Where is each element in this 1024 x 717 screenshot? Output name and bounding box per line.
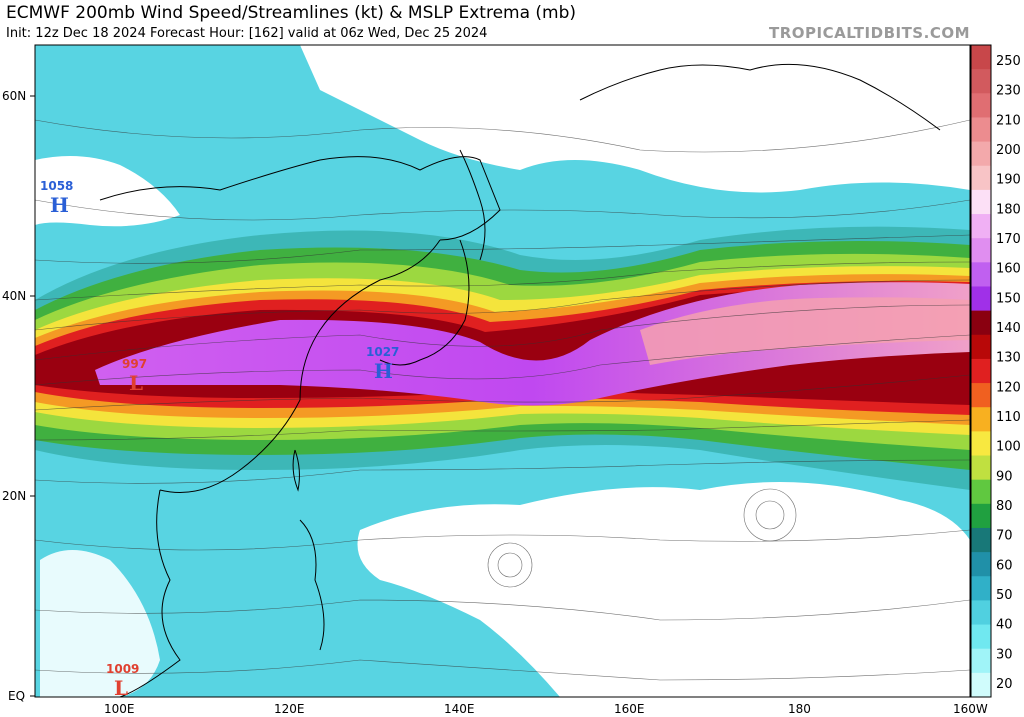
extremum-value: 1027	[366, 345, 399, 359]
colorbar-swatch	[971, 334, 991, 360]
high-pressure-symbol: H	[50, 193, 69, 217]
colorbar-swatch	[971, 117, 991, 143]
wind-speed-colorbar: 250 230 210 200 190 180 170 160 150 140 130 120 110 1…	[970, 44, 1021, 698]
chart-subtitle: Init: 12z Dec 18 2024 Forecast Hour: [16…	[6, 26, 488, 41]
colorbar-swatch	[971, 238, 991, 263]
colorbar-swatch	[971, 576, 991, 601]
colorbar-label: 130	[996, 351, 1021, 366]
colorbar-swatch	[971, 431, 991, 457]
colorbar-label: 40	[996, 618, 1013, 633]
colorbar-label: 90	[996, 469, 1013, 484]
colorbar-swatch	[971, 310, 991, 336]
colorbar-label: 70	[996, 529, 1013, 544]
colorbar-swatch	[971, 527, 991, 553]
colorbar-label: 20	[996, 677, 1013, 692]
colorbar-swatch	[971, 552, 991, 577]
chart-title: ECMWF 200mb Wind Speed/Streamlines (kt) …	[6, 3, 577, 23]
colorbar-label: 60	[996, 558, 1013, 573]
colorbar-swatch	[971, 93, 991, 118]
extremum-value: 1058	[40, 179, 73, 193]
colorbar-label: 110	[996, 410, 1021, 425]
colorbar-swatch	[971, 141, 991, 167]
lon-label-120e: 120E	[274, 702, 305, 716]
colorbar-frame	[970, 44, 992, 698]
colorbar-swatch	[971, 358, 991, 384]
colorbar-swatch	[971, 624, 991, 650]
lon-label-160e: 160E	[614, 702, 645, 716]
lon-label-100e: 100E	[104, 702, 135, 716]
colorbar-label: 30	[996, 647, 1013, 662]
extremum-1009-low: 1009 L	[106, 662, 139, 700]
colorbar-label: 180	[996, 202, 1021, 217]
colorbar-swatch	[971, 69, 991, 94]
colorbar-swatch	[971, 648, 991, 674]
extremum-value: 1009	[106, 662, 139, 676]
colorbar-label: 230	[996, 84, 1021, 99]
colorbar-swatch	[971, 45, 991, 70]
latitude-labels: 60N 40N 20N EQ	[2, 89, 26, 703]
colorbar-label: 170	[996, 232, 1021, 247]
lat-label-eq: EQ	[8, 689, 25, 703]
lon-label-180: 180	[788, 702, 811, 716]
colorbar-label: 50	[996, 588, 1013, 603]
lat-label-20n: 20N	[2, 489, 26, 503]
extremum-value: 997	[122, 357, 147, 371]
colorbar-label: 200	[996, 143, 1021, 158]
colorbar-label: 100	[996, 440, 1021, 455]
brand-watermark: TROPICALTIDBITS.COM	[769, 24, 970, 42]
lat-label-60n: 60N	[2, 89, 26, 103]
colorbar-swatch	[971, 455, 991, 481]
colorbar-swatch	[971, 286, 991, 312]
colorbar-swatch	[971, 407, 991, 432]
coastlines	[99, 63, 941, 697]
colorbar-swatch	[971, 214, 991, 239]
lon-label-140e: 140E	[444, 702, 475, 716]
colorbar-swatch	[971, 672, 991, 698]
map-frame	[34, 44, 971, 698]
extremum-1027-high: 1027 H	[366, 345, 399, 383]
lat-label-40n: 40N	[2, 289, 26, 303]
colorbar-swatch	[971, 383, 991, 408]
colorbar-swatch	[971, 600, 991, 626]
high-pressure-symbol: H	[374, 359, 393, 383]
longitude-labels: 100E 120E 140E 160E 180 160W	[104, 702, 988, 716]
colorbar-swatch	[971, 503, 991, 529]
colorbar-swatch	[971, 165, 991, 191]
colorbar-swatch	[971, 189, 991, 215]
lon-label-160w: 160W	[953, 702, 988, 716]
streamlines	[35, 119, 970, 681]
extremum-997-low: 997 L	[122, 357, 147, 395]
colorbar-swatch	[971, 479, 991, 505]
colorbar-label: 210	[996, 113, 1021, 128]
colorbar-label: 140	[996, 321, 1021, 336]
colorbar-label: 250	[996, 54, 1021, 69]
low-pressure-symbol: L	[129, 371, 143, 395]
map-field: 1058 H 997 L 1027 H 1009 L	[35, 45, 970, 700]
colorbar-label: 190	[996, 173, 1021, 188]
colorbar-label: 120	[996, 380, 1021, 395]
colorbar-label: 160	[996, 262, 1021, 277]
colorbar-swatch	[971, 262, 991, 287]
colorbar-label: 80	[996, 499, 1013, 514]
colorbar-label: 150	[996, 291, 1021, 306]
extremum-1058-high: 1058 H	[40, 179, 73, 217]
low-pressure-symbol: L	[114, 676, 128, 700]
